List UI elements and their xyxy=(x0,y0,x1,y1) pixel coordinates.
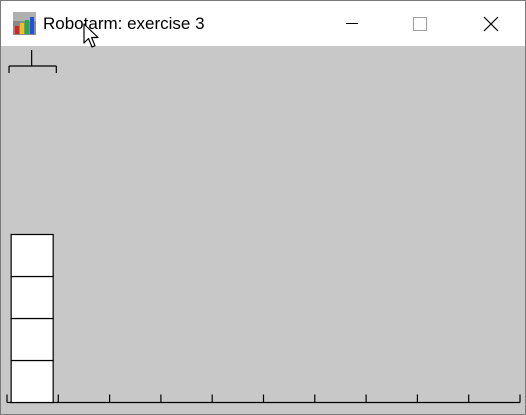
arrow-cursor-icon xyxy=(83,23,101,49)
maximize-icon xyxy=(413,17,427,31)
robot-arm-canvas xyxy=(1,46,525,414)
title-bar[interactable]: Robotarm: exercise 3 xyxy=(1,1,525,46)
robot-arm-scene xyxy=(6,50,521,404)
maximize-button[interactable] xyxy=(398,1,444,46)
block xyxy=(10,275,54,320)
window-title: Robotarm: exercise 3 xyxy=(43,14,205,33)
close-button[interactable] xyxy=(468,1,514,46)
minimize-button[interactable] xyxy=(329,1,375,46)
block xyxy=(10,233,54,278)
minimize-icon xyxy=(346,23,358,24)
block xyxy=(10,359,54,404)
bar-chart-app-icon xyxy=(13,12,36,35)
block xyxy=(10,317,54,362)
close-icon xyxy=(483,16,499,32)
